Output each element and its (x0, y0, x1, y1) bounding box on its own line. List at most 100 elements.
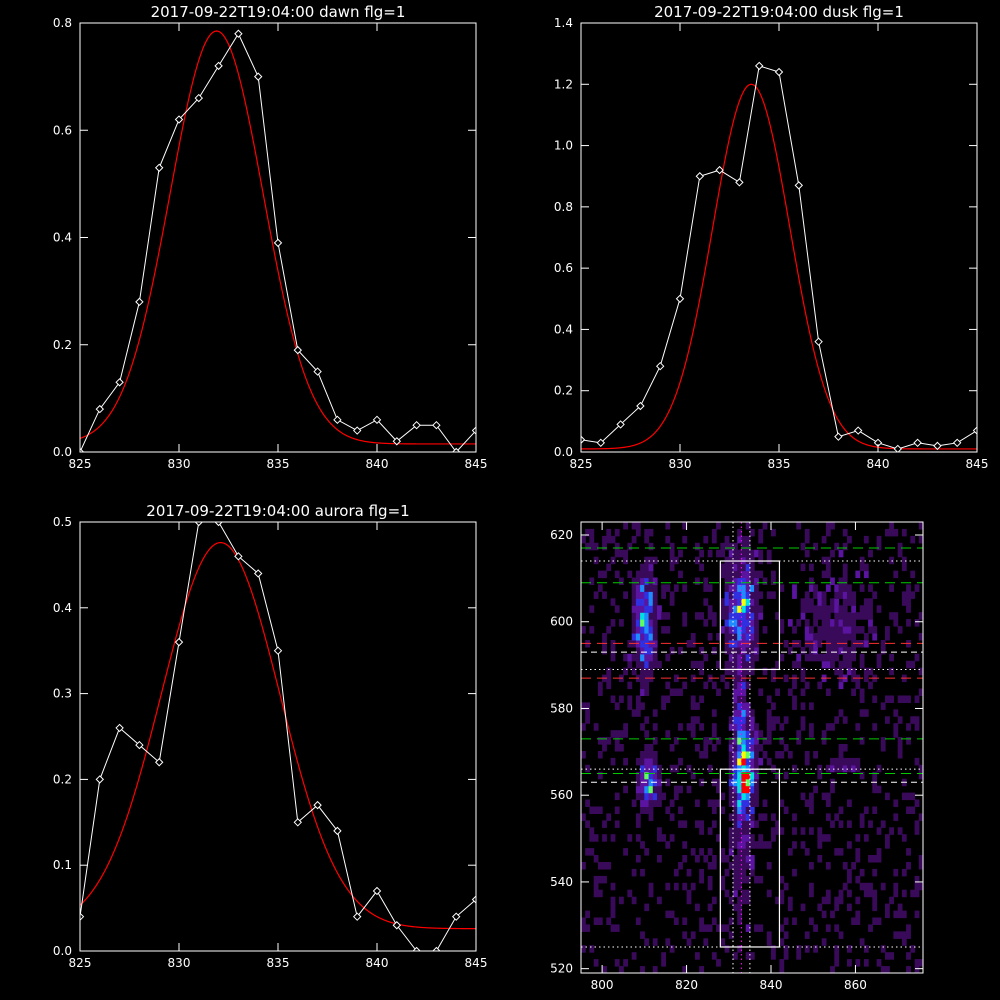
heatmap-cell (644, 570, 650, 579)
heatmap-cell (640, 660, 645, 669)
heatmap-cell (893, 882, 899, 891)
heatmap-cell (606, 667, 612, 676)
heatmap-cell (737, 737, 742, 745)
chart-title: 2017-09-22T19:04:00 dusk flg=1 (654, 3, 904, 21)
heatmap-cell (644, 633, 650, 641)
heatmap-cell (640, 605, 645, 613)
data-point (893, 444, 903, 452)
chart-title: 2017-09-22T19:04:00 dawn flg=1 (151, 3, 406, 21)
heatmap-cell (830, 653, 835, 662)
heatmap-cell (728, 841, 734, 849)
heatmap-cell (737, 549, 742, 558)
heatmap-cell (724, 945, 730, 953)
heatmap-cell (741, 549, 747, 558)
heatmap-cell (635, 646, 641, 655)
heatmap-cell (834, 626, 840, 634)
heatmap-cell (711, 646, 717, 655)
heatmap-cell (733, 702, 738, 710)
x-tick-label: 830 (168, 457, 191, 471)
heatmap-cell (644, 577, 650, 585)
heatmap-cell (792, 681, 797, 690)
heatmap-cell (728, 549, 734, 558)
heatmap-cell (796, 619, 802, 627)
heatmap-cell (766, 889, 772, 898)
heatmap-cell (749, 709, 755, 717)
heatmap-cell (711, 917, 717, 925)
heatmap-cell (733, 681, 738, 690)
heatmap-cell (825, 653, 831, 662)
heatmap-cell (737, 751, 742, 759)
heatmap-cell (644, 626, 650, 634)
heatmap-cell (901, 695, 907, 703)
heatmap-cell (733, 785, 738, 794)
heatmap-cell (787, 903, 793, 912)
heatmap-cell (640, 646, 645, 655)
heatmap-cell (872, 626, 878, 634)
heatmap-cell (644, 764, 650, 773)
heatmap-cell (847, 633, 852, 641)
heatmap-cell (648, 667, 654, 676)
heatmap-cell (728, 751, 734, 759)
data-point (135, 297, 144, 307)
heatmap-cell (851, 862, 856, 870)
heatmap-cell (800, 702, 806, 710)
heatmap-cell (644, 785, 650, 794)
heatmap-cell (737, 584, 742, 592)
heatmap-cell (754, 875, 759, 884)
heatmap-cell (657, 855, 662, 863)
heatmap-cell (665, 612, 671, 620)
heatmap-cell (901, 910, 907, 919)
heatmap-cell (745, 584, 751, 592)
heatmap-cell (686, 764, 692, 773)
heatmap-cell (868, 619, 873, 627)
heatmap-cell (787, 688, 793, 696)
heatmap-cell (711, 855, 717, 863)
heatmap-cell (728, 646, 734, 655)
heatmap-cell (737, 695, 742, 703)
heatmap-cell (644, 653, 650, 662)
heatmap-cell (644, 535, 650, 544)
heatmap-cell (652, 584, 658, 592)
heatmap-cell (678, 723, 683, 731)
heatmap-cell (872, 771, 878, 780)
heatmap-cell (728, 612, 734, 620)
heatmap-cell (775, 896, 780, 905)
heatmap-cell (635, 834, 641, 842)
heatmap-cell (648, 619, 654, 627)
heatmap-cell (724, 605, 730, 613)
heatmap-cell (872, 896, 878, 905)
heatmap-cell (745, 862, 751, 870)
heatmap-cell (749, 723, 755, 731)
heatmap-cell (775, 688, 780, 696)
heatmap-cell (716, 660, 721, 669)
heatmap-cell (897, 903, 903, 912)
heatmap-cell (842, 862, 848, 870)
heatmap-cell (733, 875, 738, 884)
heatmap-cell (665, 584, 671, 592)
plot-area (581, 522, 923, 973)
heatmap-cell (834, 813, 840, 821)
heatmap-cell (851, 757, 856, 766)
heatmap-cell (707, 924, 713, 932)
heatmap-cell (825, 792, 831, 801)
heatmap-cell (783, 945, 789, 953)
heatmap-cell (817, 653, 823, 662)
heatmap-cell (610, 757, 616, 766)
heatmap-cell (581, 945, 586, 953)
heatmap-cell (910, 591, 916, 599)
heatmap-cell (745, 619, 751, 627)
heatmap-cell (728, 744, 734, 752)
heatmap-cell (707, 633, 713, 641)
heatmap-cell (703, 924, 709, 932)
heatmap-cell (737, 528, 742, 537)
heatmap-cell (863, 882, 869, 891)
heatmap-cell (733, 792, 738, 801)
heatmap-cell (872, 868, 878, 877)
heatmap-cell (834, 612, 840, 620)
heatmap-cell (817, 681, 823, 690)
heatmap-cell (597, 771, 603, 780)
heatmap-cell (800, 903, 806, 912)
heatmap-cell (669, 688, 675, 696)
heatmap-cell (644, 612, 650, 620)
heatmap-cell (648, 612, 654, 620)
